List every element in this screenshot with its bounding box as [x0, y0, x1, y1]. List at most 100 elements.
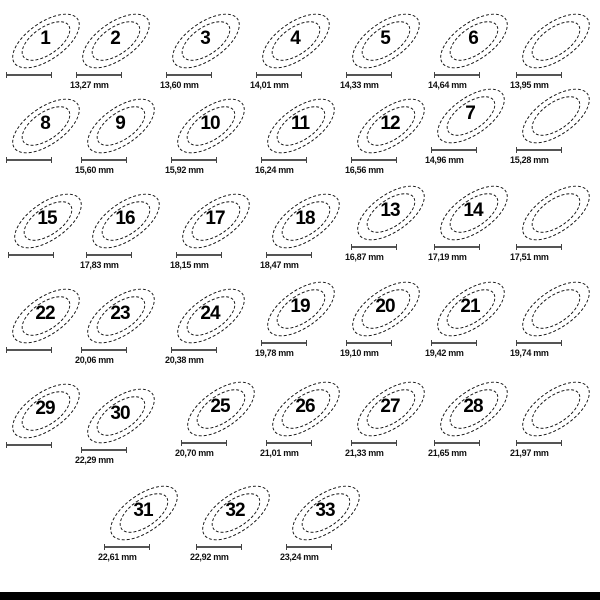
item-number: 22	[35, 303, 55, 324]
measurement-item: 23 20,06 mm	[75, 278, 165, 390]
item-number: 12	[380, 113, 400, 134]
item-number: 31	[133, 500, 153, 521]
scale-bar	[6, 442, 52, 448]
length-label: 15,92 mm	[165, 165, 204, 175]
scale-bar	[81, 157, 127, 163]
scale-bar	[196, 544, 242, 550]
length-label: 20,38 mm	[165, 355, 204, 365]
length-label: 20,06 mm	[75, 355, 114, 365]
measurement-item: 6 14,64 mm	[428, 3, 518, 115]
measurement-item: 26 21,01 mm	[260, 371, 350, 483]
item-number: 25	[210, 396, 230, 417]
measurement-item: 3 13,60 mm	[160, 3, 250, 115]
measurement-item: 4 14,01 mm	[250, 3, 340, 115]
measurement-item: 8	[0, 88, 90, 200]
scale-bar	[351, 440, 397, 446]
bottom-band	[0, 592, 600, 600]
scale-bar	[286, 544, 332, 550]
scale-bar	[351, 244, 397, 250]
measurement-item: 18 18,47 mm	[260, 183, 350, 295]
scale-bar	[6, 347, 52, 353]
scale-bar	[171, 157, 217, 163]
measurement-item: 17,51 mm	[510, 175, 600, 287]
item-number: 4	[290, 28, 301, 49]
item-number: 9	[115, 113, 126, 134]
measurement-item: 2 13,27 mm	[70, 3, 160, 115]
scale-bar	[431, 147, 477, 153]
scale-bar	[76, 72, 122, 78]
scale-bar	[181, 440, 227, 446]
scale-bar	[434, 440, 480, 446]
scale-bar	[346, 340, 392, 346]
length-label: 13,27 mm	[70, 80, 109, 90]
measurement-item: 14 17,19 mm	[428, 175, 518, 287]
measurement-item: 13,95 mm	[510, 3, 600, 115]
length-label: 21,33 mm	[345, 448, 384, 458]
length-label: 21,97 mm	[510, 448, 549, 458]
item-number: 15	[37, 208, 57, 229]
scale-bar	[8, 252, 54, 258]
item-number: 29	[35, 398, 55, 419]
length-label: 15,28 mm	[510, 155, 549, 165]
measurement-item: 15,28 mm	[510, 78, 600, 190]
measurement-item: 30 22,29 mm	[75, 378, 165, 490]
measurement-item: 11 16,24 mm	[255, 88, 345, 200]
item-number: 10	[200, 113, 220, 134]
item-number: 6	[468, 28, 479, 49]
length-label: 18,47 mm	[260, 260, 299, 270]
scale-bar	[516, 340, 562, 346]
measurement-item: 25 20,70 mm	[175, 371, 265, 483]
length-label: 19,78 mm	[255, 348, 294, 358]
item-number: 3	[200, 28, 211, 49]
length-label: 18,15 mm	[170, 260, 209, 270]
length-label: 19,74 mm	[510, 348, 549, 358]
item-number: 11	[290, 113, 310, 134]
item-number: 23	[110, 303, 130, 324]
item-number: 8	[40, 113, 51, 134]
measurement-item: 33 23,24 mm	[280, 475, 370, 587]
length-label: 13,60 mm	[160, 80, 199, 90]
length-label: 16,87 mm	[345, 252, 384, 262]
length-label: 20,70 mm	[175, 448, 214, 458]
scale-bar	[256, 72, 302, 78]
scale-bar	[171, 347, 217, 353]
length-label: 19,42 mm	[425, 348, 464, 358]
item-number: 17	[205, 208, 225, 229]
item-number: 19	[290, 296, 310, 317]
length-label: 14,01 mm	[250, 80, 289, 90]
item-number: 5	[380, 28, 391, 49]
measurement-item: 29	[0, 373, 90, 485]
measurement-item: 13 16,87 mm	[345, 175, 435, 287]
measurement-item: 27 21,33 mm	[345, 371, 435, 483]
measurement-item: 31 22,61 mm	[98, 475, 188, 587]
scale-bar	[266, 440, 312, 446]
length-label: 16,24 mm	[255, 165, 294, 175]
length-label: 14,33 mm	[340, 80, 379, 90]
measurement-item: 28 21,65 mm	[428, 371, 518, 483]
item-number: 14	[463, 200, 483, 221]
length-label: 15,60 mm	[75, 165, 114, 175]
item-number: 33	[315, 500, 335, 521]
item-number: 28	[463, 396, 483, 417]
measurement-item: 15	[2, 183, 92, 295]
length-label: 22,92 mm	[190, 552, 229, 562]
length-label: 14,96 mm	[425, 155, 464, 165]
item-number: 16	[115, 208, 135, 229]
length-label: 14,64 mm	[428, 80, 467, 90]
item-number: 24	[200, 303, 220, 324]
scale-bar	[431, 340, 477, 346]
measurement-item: 16 17,83 mm	[80, 183, 170, 295]
measurement-item: 9 15,60 mm	[75, 88, 165, 200]
scale-bar	[86, 252, 132, 258]
length-label: 19,10 mm	[340, 348, 379, 358]
item-number: 27	[380, 396, 400, 417]
measurement-item: 20 19,10 mm	[340, 271, 430, 383]
length-label: 23,24 mm	[280, 552, 319, 562]
scale-bar	[6, 157, 52, 163]
measurement-item: 21,97 mm	[510, 371, 600, 483]
item-number: 1	[40, 28, 51, 49]
measurement-item: 17 18,15 mm	[170, 183, 260, 295]
scale-bar	[434, 72, 480, 78]
scale-bar	[351, 157, 397, 163]
